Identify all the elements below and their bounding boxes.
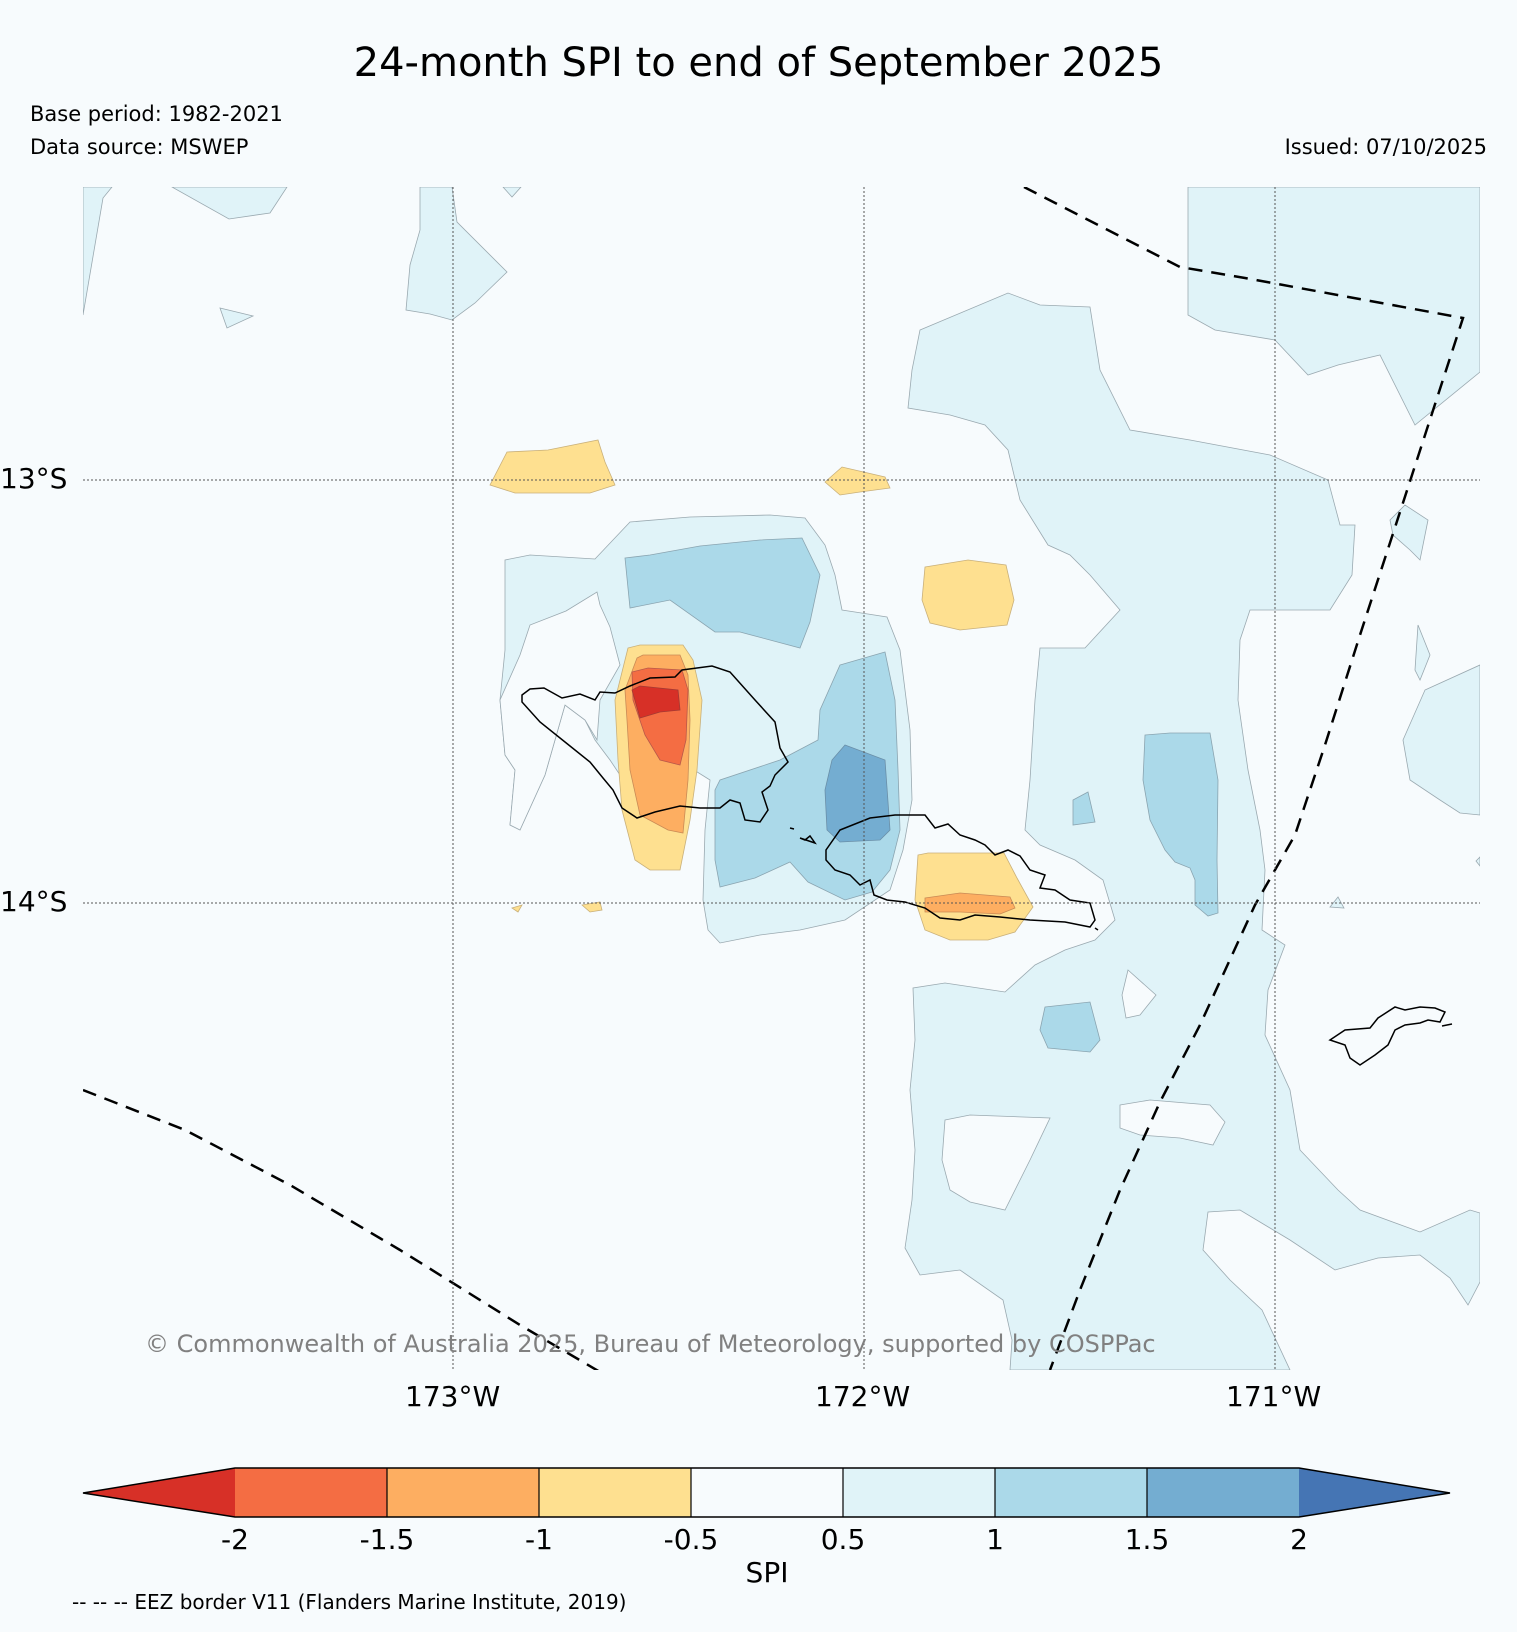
tutuila-coastline bbox=[1328, 1006, 1447, 1066]
data-source: Data source: MSWEP bbox=[30, 135, 249, 159]
region-nw-corner bbox=[83, 187, 113, 316]
savaii-tip bbox=[1094, 927, 1099, 931]
colorbar-tick: 1.5 bbox=[1124, 1523, 1170, 1556]
drier-savaii-south bbox=[924, 892, 1016, 915]
manono-apolima bbox=[789, 827, 817, 845]
colorbar-tick: -0.5 bbox=[663, 1523, 719, 1556]
hole-east-1 bbox=[1121, 969, 1157, 1019]
colorbar-dividers bbox=[386, 1468, 1148, 1517]
region-east-lobe bbox=[1402, 664, 1480, 816]
wet-south-small bbox=[1039, 1001, 1101, 1053]
colorbar bbox=[82, 1467, 1451, 1518]
dry-speck-2 bbox=[581, 901, 603, 913]
colorbar-tick: 1 bbox=[986, 1523, 1004, 1556]
region-north-mid bbox=[405, 187, 508, 321]
colorbar-outline bbox=[82, 1467, 1451, 1518]
graticule bbox=[83, 187, 1480, 1370]
colorbar-segment-1 bbox=[235, 1468, 387, 1517]
region-small-west bbox=[219, 307, 255, 329]
colorbar-tick: 0.5 bbox=[820, 1523, 866, 1556]
colorbar-extend-low bbox=[83, 1468, 235, 1517]
hole-south bbox=[941, 1114, 1051, 1211]
spi-below-minus2-regions bbox=[631, 685, 681, 719]
base-period: Base period: 1982-2021 bbox=[30, 102, 283, 126]
eez-footnote: -- -- -- EEZ border V11 (Flanders Marine… bbox=[72, 1590, 627, 1614]
eez-border-east bbox=[1023, 187, 1465, 1370]
aunuu-islet bbox=[1441, 1023, 1453, 1027]
region-east-small-2 bbox=[1414, 624, 1431, 681]
lon-label-171w: 171°W bbox=[1226, 1380, 1322, 1413]
extremely-dry-west-upolu bbox=[631, 685, 681, 719]
colorbar-segment-7 bbox=[1147, 1468, 1299, 1517]
colorbar-extend-high bbox=[1299, 1468, 1450, 1517]
dry-speck-1 bbox=[511, 904, 523, 913]
eez-borders bbox=[83, 187, 1465, 1370]
colorbar-segment-2 bbox=[387, 1468, 539, 1517]
lon-label-173w: 173°W bbox=[405, 1380, 501, 1413]
wet-north-upolu bbox=[624, 537, 821, 649]
colorbar-tick: 2 bbox=[1290, 1523, 1308, 1556]
coastlines bbox=[521, 665, 1453, 1066]
colorbar-segment-4 bbox=[691, 1468, 843, 1517]
very-wet-central bbox=[824, 744, 891, 843]
upolu-coastline bbox=[521, 665, 789, 823]
wet-east-small bbox=[1072, 791, 1096, 826]
region-north-left bbox=[171, 187, 288, 220]
spi-contours bbox=[83, 187, 1480, 1370]
colorbar-tick: -1.5 bbox=[359, 1523, 415, 1556]
colorbar-segment-3 bbox=[539, 1468, 691, 1517]
region-east-speck bbox=[1475, 856, 1480, 867]
colorbar-segment-6 bbox=[995, 1468, 1147, 1517]
savaii-coastline bbox=[825, 814, 1096, 928]
lat-label-14s: 14°S bbox=[0, 885, 68, 918]
copyright-notice: © Commonwealth of Australia 2025, Bureau… bbox=[145, 1330, 1156, 1358]
colorbar-segment-5 bbox=[843, 1468, 995, 1517]
map-title: 24-month SPI to end of September 2025 bbox=[353, 40, 1164, 86]
lat-label-13s: 13°S bbox=[0, 462, 68, 495]
wet-east bbox=[1142, 732, 1219, 917]
issued-date: Issued: 07/10/2025 bbox=[1284, 135, 1487, 159]
colorbar-label: SPI bbox=[745, 1556, 789, 1589]
eez-border-south bbox=[83, 1088, 600, 1370]
dry-north-mid bbox=[824, 466, 891, 496]
region-northeast bbox=[1187, 187, 1480, 426]
colorbar-tick: -1 bbox=[525, 1523, 553, 1556]
lon-label-172w: 172°W bbox=[815, 1380, 911, 1413]
colorbar-tick: -2 bbox=[221, 1523, 249, 1556]
region-north-speck bbox=[502, 187, 522, 198]
spi-1.5-to-2-regions bbox=[824, 744, 891, 843]
hole-west-upolu bbox=[499, 591, 621, 831]
dry-east-upolu bbox=[921, 559, 1015, 631]
